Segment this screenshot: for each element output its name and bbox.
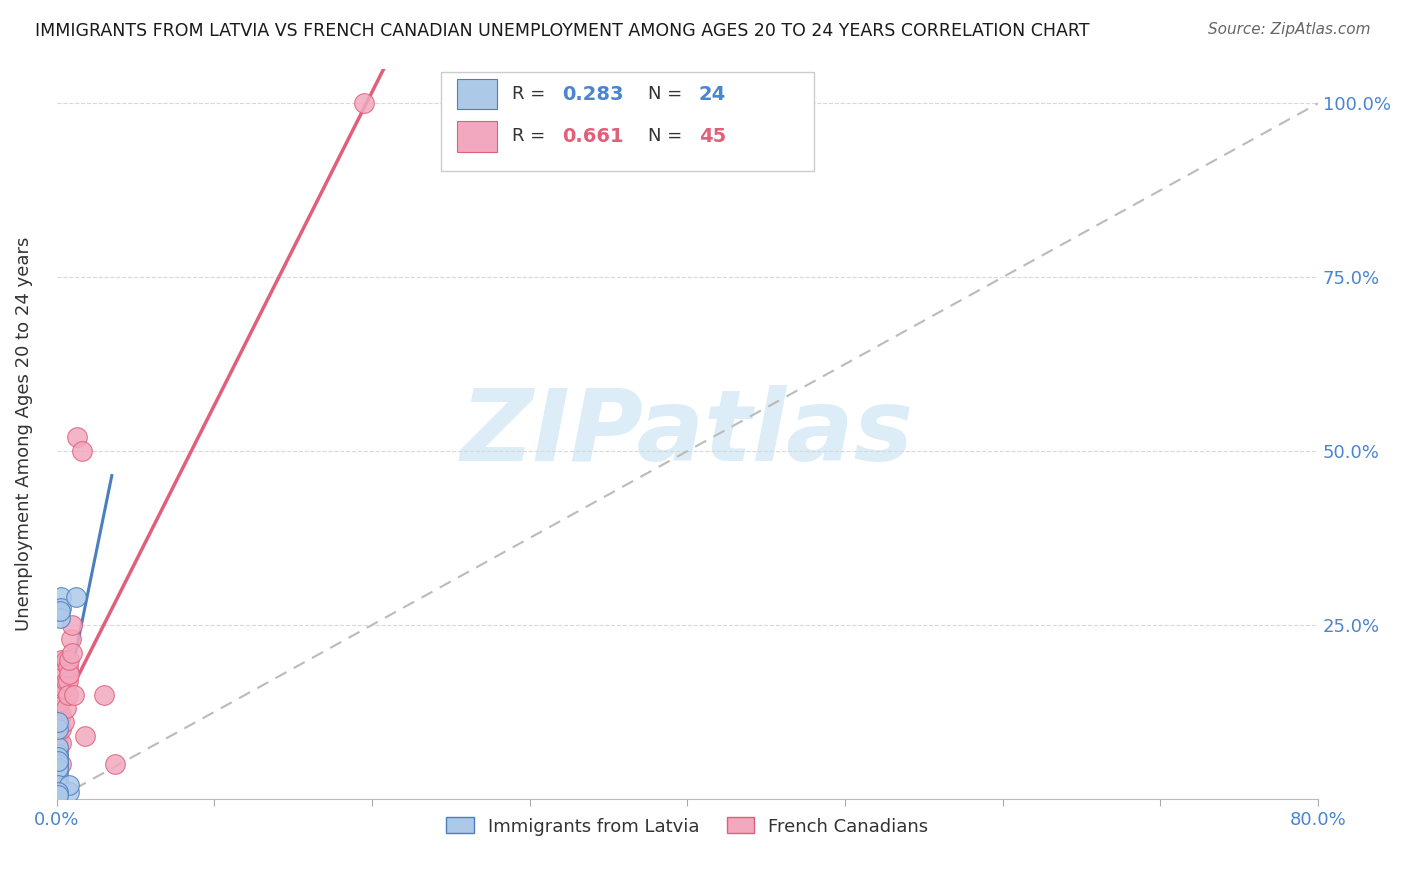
Point [55,673,77,688]
Text: R =: R = [512,85,551,103]
Point [49,604,72,618]
Point [46,785,69,799]
Point [53,681,76,695]
Point [58,666,80,681]
Point [104,757,127,772]
Point [353,96,375,111]
FancyBboxPatch shape [457,121,496,152]
Point [51,681,73,695]
Point [46,785,69,799]
Point [51,757,73,772]
Point [46,736,69,750]
Point [46,747,69,761]
Point [46,757,69,772]
Point [58,778,80,792]
Point [51,723,73,737]
Point [46,723,69,737]
Text: R =: R = [512,128,551,145]
Point [56,688,79,702]
Point [46,743,69,757]
Point [65,590,87,604]
Y-axis label: Unemployment Among Ages 20 to 24 years: Unemployment Among Ages 20 to 24 years [15,236,32,631]
Text: N =: N = [648,85,689,103]
Point [46,771,69,785]
Point [56,659,79,673]
Point [66,430,89,444]
Point [49,604,72,618]
Point [46,754,69,768]
Point [46,681,69,695]
Point [46,764,69,778]
Point [51,590,73,604]
Point [46,778,69,792]
Point [46,750,69,764]
Point [46,739,69,754]
Point [58,653,80,667]
Text: 0.661: 0.661 [562,127,624,146]
FancyBboxPatch shape [457,78,496,110]
Point [51,708,73,723]
Point [46,764,69,778]
Point [51,736,73,750]
Point [46,708,69,723]
Point [46,754,69,768]
Point [46,785,69,799]
Point [51,600,73,615]
Text: 0.283: 0.283 [562,85,624,103]
Point [46,723,69,737]
Point [46,757,69,772]
Text: Source: ZipAtlas.com: Source: ZipAtlas.com [1208,22,1371,37]
Point [46,771,69,785]
Point [53,715,76,730]
Point [46,764,69,778]
Text: IMMIGRANTS FROM LATVIA VS FRENCH CANADIAN UNEMPLOYMENT AMONG AGES 20 TO 24 YEARS: IMMIGRANTS FROM LATVIA VS FRENCH CANADIA… [35,22,1090,40]
Point [55,653,77,667]
FancyBboxPatch shape [441,72,814,170]
Point [58,785,80,799]
Point [46,778,69,792]
Point [46,789,69,803]
Point [46,729,69,743]
Point [60,646,83,660]
Text: N =: N = [648,128,689,145]
Point [46,760,69,774]
Point [56,673,79,688]
Point [70,444,93,458]
Point [46,694,69,708]
Point [93,688,115,702]
Point [49,611,72,625]
Point [55,701,77,715]
Point [46,778,69,792]
Point [46,688,69,702]
Point [46,715,69,730]
Point [73,729,96,743]
Text: 24: 24 [699,85,725,103]
Legend: Immigrants from Latvia, French Canadians: Immigrants from Latvia, French Canadians [437,808,938,845]
Point [59,632,82,646]
Point [60,618,83,632]
Point [51,653,73,667]
Text: 45: 45 [699,127,725,146]
Point [51,694,73,708]
Text: ZIPatlas: ZIPatlas [461,385,914,483]
Point [51,666,73,681]
Point [46,750,69,764]
Point [46,715,69,730]
Point [63,688,86,702]
Point [46,701,69,715]
